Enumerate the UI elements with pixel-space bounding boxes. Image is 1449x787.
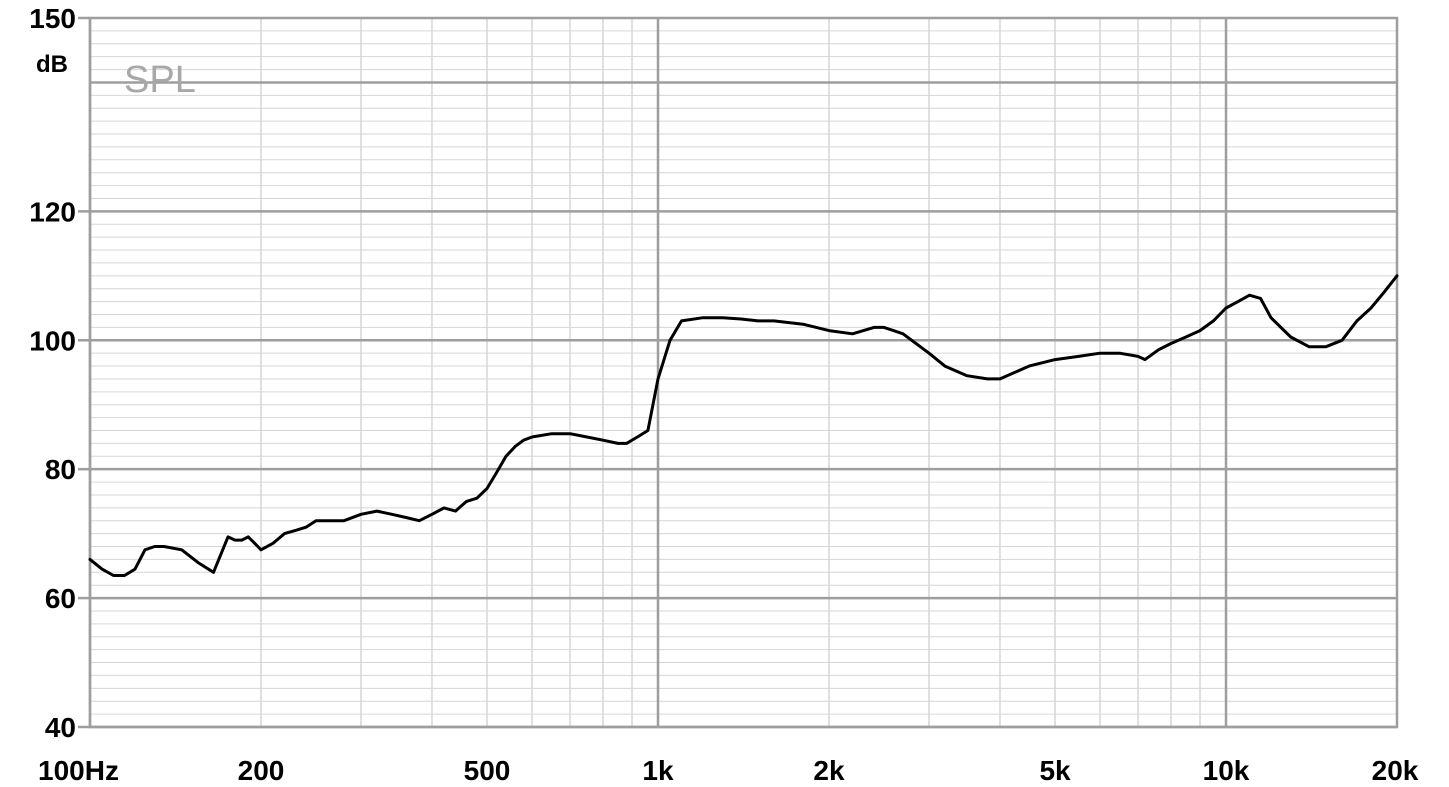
x-tick-label: 5k	[1039, 755, 1071, 786]
grid	[88, 16, 1399, 729]
plot-background	[90, 18, 1397, 727]
spl-series-line	[88, 274, 1399, 577]
x-tick-label: 10k	[1203, 755, 1250, 786]
x-tick-label: 2k	[813, 755, 845, 786]
y-tick-label: 120	[29, 196, 76, 227]
plot-frame	[88, 16, 1399, 729]
y-tick-label: 100	[29, 325, 76, 356]
y-axis-label: dB	[36, 51, 68, 78]
x-tick-label: 20k	[1372, 755, 1419, 786]
chart-title: SPL	[124, 59, 196, 101]
x-tick-label: 100Hz	[38, 755, 119, 786]
y-tick-label: 40	[45, 712, 76, 743]
y-tick-label: 80	[45, 454, 76, 485]
y-tick-label: 150	[29, 3, 76, 34]
y-tick-label: 60	[45, 583, 76, 614]
x-tick-label: 1k	[642, 755, 674, 786]
plot-area	[88, 274, 1399, 577]
x-tick-label: 500	[464, 755, 511, 786]
axis-labels: 40 60 80 100 120 150 100Hz 200 500 1k 2k 5k 10k 20k	[29, 3, 1419, 786]
x-tick-label: 200	[238, 755, 285, 786]
